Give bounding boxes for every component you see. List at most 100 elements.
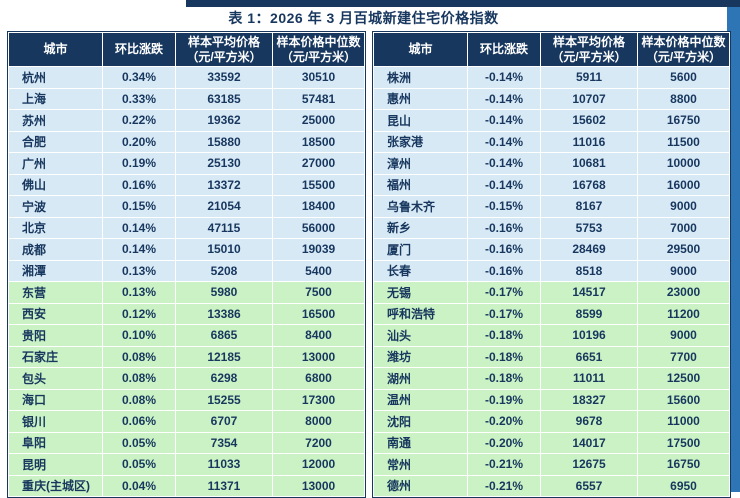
cell-median: 17300 <box>272 388 365 411</box>
table-row: 西安 0.12% 13386 16500 <box>8 302 365 325</box>
cell-avg: 12675 <box>540 453 638 476</box>
table-row: 包头 0.08% 6298 6800 <box>8 367 365 390</box>
cell-city: 合肥 <box>8 130 103 153</box>
table-row: 贵阳 0.10% 6865 8400 <box>8 324 365 347</box>
cell-avg: 8599 <box>540 302 638 325</box>
cell-avg: 5911 <box>540 66 638 89</box>
cell-city: 长春 <box>373 259 468 282</box>
cell-change: -0.21% <box>467 453 541 476</box>
cell-median: 16750 <box>637 109 730 132</box>
header-city: 城市 <box>373 32 468 67</box>
table-body-right: 株洲 -0.14% 5911 5600 惠州 -0.14% 10707 8800 昆山 -0.14… <box>373 66 730 497</box>
cell-avg: 16768 <box>540 173 638 196</box>
table-row: 阜阳 0.05% 7354 7200 <box>8 431 365 454</box>
table-row: 银川 0.06% 6707 8000 <box>8 410 365 433</box>
cell-avg: 10707 <box>540 87 638 110</box>
cell-city: 广州 <box>8 152 103 175</box>
cell-change: 0.13% <box>102 259 176 282</box>
cell-city: 福州 <box>373 173 468 196</box>
top-accent-bar <box>186 0 740 7</box>
cell-avg: 15255 <box>175 388 273 411</box>
table-row: 南通 -0.20% 14017 17500 <box>373 431 730 454</box>
table-row: 厦门 -0.16% 28469 29500 <box>373 238 730 261</box>
cell-city: 无锡 <box>373 281 468 304</box>
header-median-price: 样本价格中位数 （元/平方米） <box>272 32 365 67</box>
cell-change: 0.19% <box>102 152 176 175</box>
table-row: 广州 0.19% 25130 27000 <box>8 152 365 175</box>
table-row: 昆明 0.05% 11033 12000 <box>8 453 365 476</box>
table-row: 北京 0.14% 47115 56000 <box>8 216 365 239</box>
cell-avg: 7354 <box>175 431 273 454</box>
cell-city: 昆山 <box>373 109 468 132</box>
cell-change: -0.17% <box>467 281 541 304</box>
cell-avg: 11033 <box>175 453 273 476</box>
cell-city: 南通 <box>373 431 468 454</box>
table-row: 佛山 0.16% 13372 15500 <box>8 173 365 196</box>
cell-median: 56000 <box>272 216 365 239</box>
cell-city: 银川 <box>8 410 103 433</box>
table-row: 株洲 -0.14% 5911 5600 <box>373 66 730 89</box>
cell-median: 6800 <box>272 367 365 390</box>
cell-change: 0.15% <box>102 195 176 218</box>
table-row: 漳州 -0.14% 10681 10000 <box>373 152 730 175</box>
cell-median: 15500 <box>272 173 365 196</box>
cell-change: 0.33% <box>102 87 176 110</box>
header-change: 环比涨跌 <box>102 32 176 67</box>
cell-city: 沈阳 <box>373 410 468 433</box>
cell-city: 杭州 <box>8 66 103 89</box>
cell-city: 昆明 <box>8 453 103 476</box>
cell-avg: 11371 <box>175 474 273 497</box>
cell-avg: 15010 <box>175 238 273 261</box>
cell-median: 5600 <box>637 66 730 89</box>
cell-avg: 8518 <box>540 259 638 282</box>
header-row: 城市 环比涨跌 样本平均价格 （元/平方米） 样本价格中位数 （元/平方米） <box>8 32 365 67</box>
header-median-line1: 样本价格中位数 <box>276 35 361 50</box>
cell-change: 0.12% <box>102 302 176 325</box>
cell-change: -0.20% <box>467 431 541 454</box>
cell-median: 18400 <box>272 195 365 218</box>
cell-change: -0.14% <box>467 152 541 175</box>
cell-city: 张家港 <box>373 130 468 153</box>
price-table-left: 城市 环比涨跌 样本平均价格 （元/平方米） 样本价格中位数 （元/平方米） 杭… <box>8 32 365 497</box>
cell-change: 0.14% <box>102 216 176 239</box>
cell-avg: 15602 <box>540 109 638 132</box>
cell-change: -0.16% <box>467 238 541 261</box>
price-table-right: 城市 环比涨跌 样本平均价格 （元/平方米） 样本价格中位数 （元/平方米） 株… <box>373 32 730 497</box>
cell-city: 漳州 <box>373 152 468 175</box>
cell-avg: 14517 <box>540 281 638 304</box>
cell-median: 9000 <box>637 324 730 347</box>
cell-median: 5400 <box>272 259 365 282</box>
cell-change: 0.14% <box>102 238 176 261</box>
cell-avg: 28469 <box>540 238 638 261</box>
cell-city: 新乡 <box>373 216 468 239</box>
cell-city: 重庆(主城区) <box>8 474 103 497</box>
cell-median: 11500 <box>637 130 730 153</box>
header-median-line1: 样本价格中位数 <box>641 35 726 50</box>
table-row: 长春 -0.16% 8518 9000 <box>373 259 730 282</box>
table-row: 湘潭 0.13% 5208 5400 <box>8 259 365 282</box>
cell-change: 0.10% <box>102 324 176 347</box>
cell-city: 湘潭 <box>8 259 103 282</box>
cell-avg: 47115 <box>175 216 273 239</box>
cell-median: 11000 <box>637 410 730 433</box>
cell-median: 30510 <box>272 66 365 89</box>
cell-median: 29500 <box>637 238 730 261</box>
cell-median: 7000 <box>637 216 730 239</box>
cell-city: 惠州 <box>373 87 468 110</box>
cell-median: 9000 <box>637 259 730 282</box>
cell-change: -0.14% <box>467 66 541 89</box>
cell-city: 佛山 <box>8 173 103 196</box>
cell-city: 阜阳 <box>8 431 103 454</box>
cell-change: 0.13% <box>102 281 176 304</box>
cell-change: -0.21% <box>467 474 541 497</box>
cell-change: 0.20% <box>102 130 176 153</box>
cell-city: 乌鲁木齐 <box>373 195 468 218</box>
cell-avg: 12185 <box>175 345 273 368</box>
table-row: 东营 0.13% 5980 7500 <box>8 281 365 304</box>
cell-change: -0.18% <box>467 345 541 368</box>
cell-city: 海口 <box>8 388 103 411</box>
cell-median: 8800 <box>637 87 730 110</box>
cell-city: 汕头 <box>373 324 468 347</box>
table-row: 德州 -0.21% 6557 6950 <box>373 474 730 497</box>
cell-change: 0.05% <box>102 431 176 454</box>
